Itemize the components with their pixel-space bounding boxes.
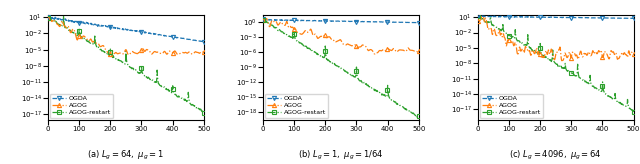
Legend: OGDA, AGOG, AGOG-restart: OGDA, AGOG, AGOG-restart	[50, 94, 113, 118]
Legend: OGDA, AGOG, AGOG-restart: OGDA, AGOG, AGOG-restart	[480, 94, 543, 118]
Title: (b) $L_g = 1,\ \mu_g = 1/64$: (b) $L_g = 1,\ \mu_g = 1/64$	[298, 149, 383, 162]
Title: (c) $L_g = 4096,\ \mu_g = 64$: (c) $L_g = 4096,\ \mu_g = 64$	[509, 149, 602, 162]
Legend: OGDA, AGOG, AGOG-restart: OGDA, AGOG, AGOG-restart	[265, 94, 328, 118]
Title: (a) $L_g = 64,\ \mu_g = 1$: (a) $L_g = 64,\ \mu_g = 1$	[88, 149, 164, 162]
